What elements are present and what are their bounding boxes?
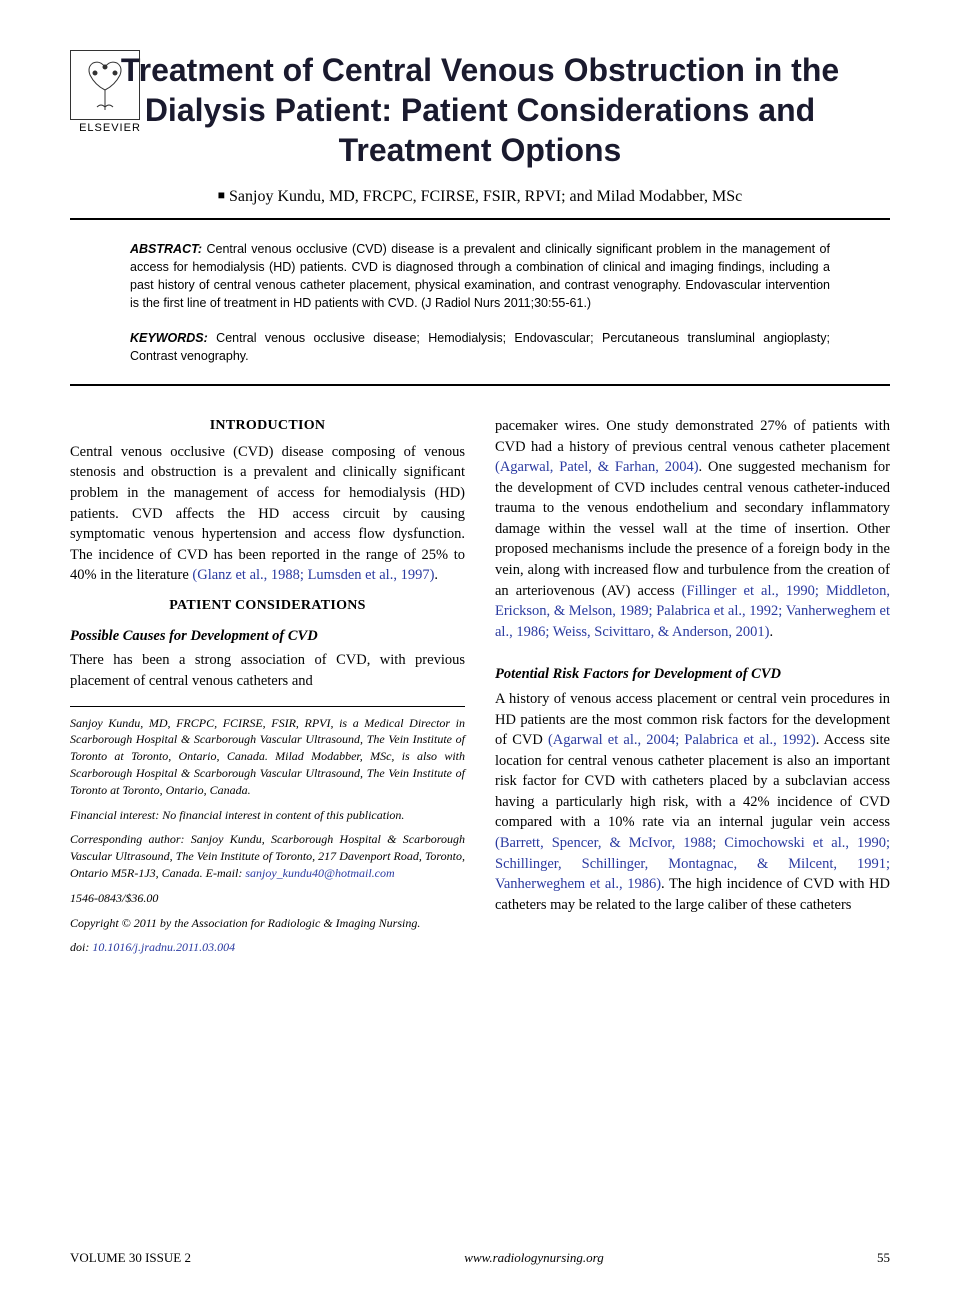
doi-link[interactable]: 10.1016/j.jradnu.2011.03.004 [92, 940, 235, 954]
divider-bottom [70, 384, 890, 386]
keywords: KEYWORDS: Central venous occlusive disea… [70, 329, 890, 385]
issn-note: 1546-0843/$36.00 [70, 890, 465, 907]
footnotes: Sanjoy Kundu, MD, FRCPC, FCIRSE, FSIR, R… [70, 706, 465, 957]
abstract-text: Central venous occlusive (CVD) disease i… [130, 242, 830, 310]
keywords-label: KEYWORDS: [130, 331, 208, 345]
authors-line: ■ Sanjoy Kundu, MD, FRCPC, FCIRSE, FSIR,… [70, 188, 890, 206]
causes-continued-paragraph: pacemaker wires. One study demonstrated … [495, 416, 890, 642]
body-columns: INTRODUCTION Central venous occlusive (C… [70, 416, 890, 964]
risk-factors-paragraph: A history of venous access placement or … [495, 689, 890, 915]
abstract: ABSTRACT: Central venous occlusive (CVD)… [70, 220, 890, 329]
page-footer: VOLUME 30 ISSUE 2 www.radiologynursing.o… [70, 1250, 890, 1266]
citation[interactable]: (Glanz et al., 1988; Lumsden et al., 199… [192, 567, 434, 583]
journal-url[interactable]: www.radiologynursing.org [464, 1250, 603, 1266]
citation[interactable]: (Agarwal et al., 2004; Palabrica et al.,… [548, 732, 816, 748]
financial-note: Financial interest: No financial interes… [70, 807, 465, 824]
article-header: ELSEVIER Treatment of Central Venous Obs… [70, 50, 890, 206]
volume-issue: VOLUME 30 ISSUE 2 [70, 1250, 191, 1266]
article-title: Treatment of Central Venous Obstruction … [70, 50, 890, 170]
keywords-text: Central venous occlusive disease; Hemodi… [130, 331, 830, 364]
introduction-paragraph: Central venous occlusive (CVD) disease c… [70, 442, 465, 586]
risk-factors-subheading: Potential Risk Factors for Development o… [495, 664, 890, 685]
elsevier-tree-icon [70, 50, 140, 120]
left-column: INTRODUCTION Central venous occlusive (C… [70, 416, 465, 964]
publisher-name: ELSEVIER [70, 122, 150, 134]
citation[interactable]: (Agarwal, Patel, & Farhan, 2004) [495, 459, 699, 475]
doi-note: doi: 10.1016/j.jradnu.2011.03.004 [70, 939, 465, 956]
right-column: pacemaker wires. One study demonstrated … [495, 416, 890, 964]
corresponding-author-note: Corresponding author: Sanjoy Kundu, Scar… [70, 831, 465, 881]
affiliation-note: Sanjoy Kundu, MD, FRCPC, FCIRSE, FSIR, R… [70, 715, 465, 799]
introduction-heading: INTRODUCTION [70, 416, 465, 436]
bullet-icon: ■ [218, 188, 225, 202]
causes-subheading: Possible Causes for Development of CVD [70, 626, 465, 647]
publisher-logo: ELSEVIER [70, 50, 150, 134]
copyright-note: Copyright © 2011 by the Association for … [70, 915, 465, 932]
patient-considerations-heading: PATIENT CONSIDERATIONS [70, 596, 465, 616]
causes-paragraph: There has been a strong association of C… [70, 650, 465, 691]
abstract-label: ABSTRACT: [130, 242, 202, 256]
author-email[interactable]: sanjoy_kundu40@hotmail.com [245, 866, 394, 880]
authors-text: Sanjoy Kundu, MD, FRCPC, FCIRSE, FSIR, R… [229, 188, 742, 205]
page-number: 55 [877, 1250, 890, 1266]
